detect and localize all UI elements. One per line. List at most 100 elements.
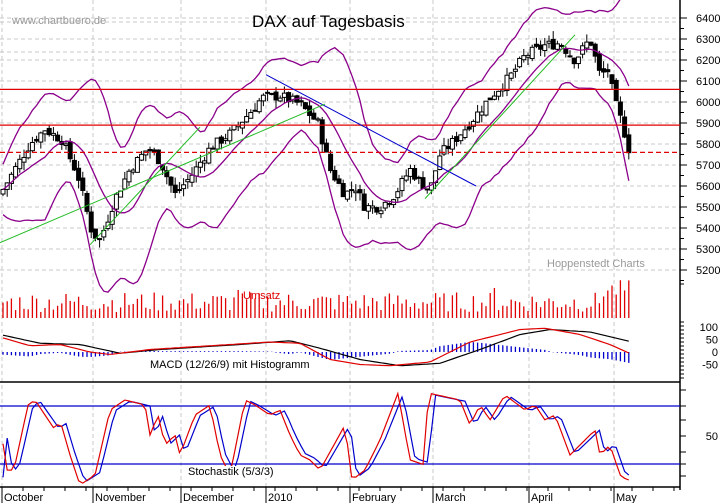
candle-body [596,53,602,71]
candle-body [63,143,69,147]
candle-body [613,79,619,102]
candle-body [80,177,86,191]
macd-label: MACD (12/26/9) mit Histogramm [150,359,310,371]
price-tick-label: 5900 [696,118,720,130]
candle-body [323,142,329,153]
candle-body [504,74,510,92]
candle-body [491,95,497,100]
candle-body [550,38,556,50]
candle-body [437,155,443,171]
candle-body [273,91,279,101]
candle-body [260,94,266,102]
price-tick-label: 6100 [696,76,720,88]
candle-body [479,111,485,116]
candle-body [71,159,77,171]
candle-body [424,188,430,191]
candle-body [122,178,128,190]
candle-body [466,126,472,130]
candle-body [462,129,468,139]
candle-body [88,211,94,233]
macd-tick-label: 0 [712,347,718,359]
price-tick-label: 5600 [696,181,720,193]
macd-tick-label: 50 [706,335,718,347]
candle-body [25,150,31,159]
downtrend-line [265,74,477,187]
candle-body [46,127,52,136]
candle-body [378,210,384,215]
price-tick-label: 5300 [696,244,720,256]
candle-body [365,205,371,212]
candle-body [538,44,544,50]
candle-body [496,90,502,97]
candle-body [50,132,56,136]
candle-body [76,167,82,181]
volume-label: Umsatz [243,290,281,302]
stoch-tick-label: 50 [706,431,718,443]
candle-body [626,134,632,154]
candle-body [454,136,460,142]
candle-body [139,153,145,161]
price-tick-label: 5500 [696,202,720,214]
candle-body [206,147,212,164]
candle-body [361,193,367,211]
candle-body [374,207,380,213]
candle-body [449,137,455,150]
candle-body [38,132,44,143]
candle-body [248,112,254,119]
candle-body [269,92,275,95]
bollinger-middle [2,47,630,214]
macd-tick-label: -50 [702,360,718,372]
candle-body [475,111,481,123]
candle-body [529,46,535,60]
candle-body [244,116,250,123]
candle-body [181,184,187,190]
month-label: April [531,492,553,503]
stoch-k-line [2,391,630,484]
candle-body [441,145,447,155]
price-tick-label: 5800 [696,139,720,151]
candle-body [67,141,73,160]
candle-body [315,118,321,121]
candle-body [542,44,548,52]
macd-tick-label: 100 [700,322,718,334]
candle-body [617,101,623,116]
candle-body [533,43,539,47]
candle-body [512,68,518,72]
candle-body [487,97,493,101]
price-tick-label: 6000 [696,97,720,109]
candle-body [399,178,405,192]
candle-body [601,68,607,73]
candle-body [8,173,14,184]
candle-body [0,188,6,195]
candle-body [554,43,560,50]
candle-body [609,74,615,84]
macd-signal-line [2,329,629,367]
candle-body [84,192,90,212]
candle-body [97,238,103,241]
candle-body [575,56,581,65]
price-tick-label: 6300 [696,34,720,46]
candle-body [252,109,258,112]
bollinger-lower [2,81,630,293]
uptrend-line [0,103,326,244]
month-label: 2010 [268,492,292,503]
candle-body [42,130,48,135]
candle-body [412,168,418,180]
candle-body [21,156,27,163]
price-tick-label: 5400 [696,223,720,235]
candle-body [214,137,220,150]
candle-body [605,69,611,73]
candle-body [92,228,98,239]
candle-body [185,179,191,183]
watermark: www.chartbuero.de [12,15,107,27]
candle-body [34,138,40,142]
candle-body [370,205,376,209]
candle-body [197,161,203,168]
candle-body [508,72,514,79]
uptrend-line [424,34,576,199]
price-tick-label: 5200 [696,265,720,277]
candle-body [223,138,229,142]
candle-body [227,129,233,142]
candle-body [13,166,19,178]
